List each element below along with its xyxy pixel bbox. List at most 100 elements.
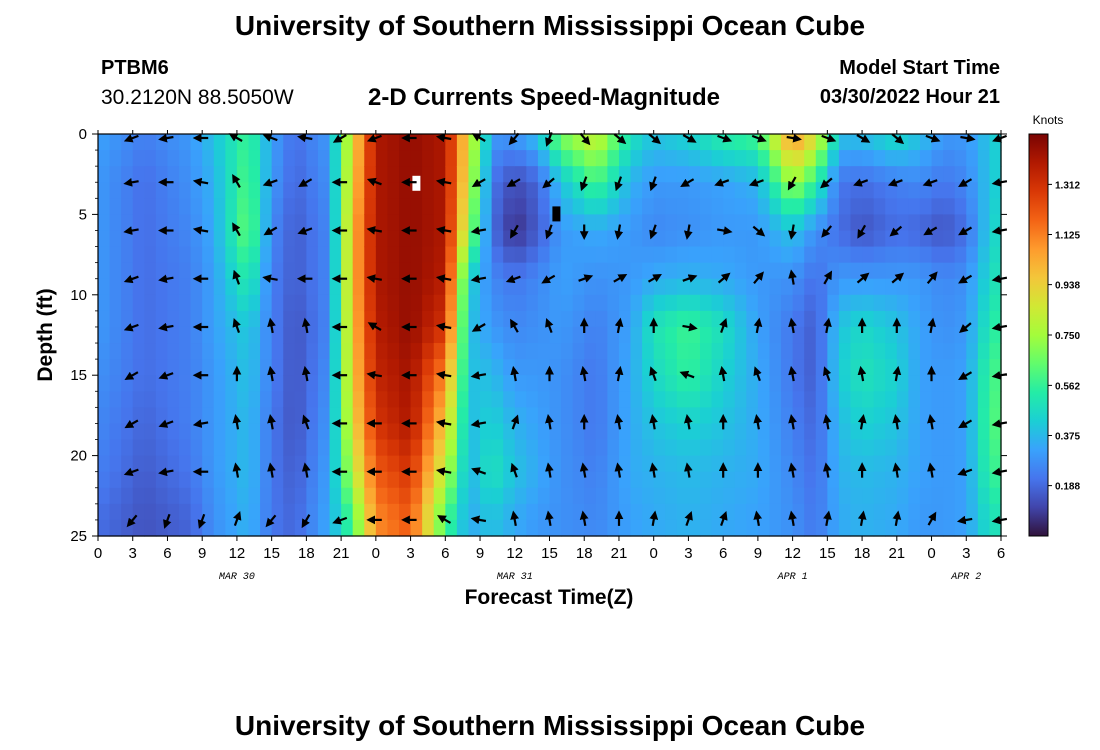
heatmap-cell xyxy=(873,278,886,296)
heatmap-cell xyxy=(653,503,666,521)
current-vector xyxy=(301,317,311,334)
heatmap-cell xyxy=(838,455,852,473)
heatmap-cell xyxy=(665,310,678,328)
heatmap-cell xyxy=(445,455,458,473)
heatmap-cell xyxy=(155,230,169,248)
heatmap-cell xyxy=(433,326,446,344)
heatmap-cell xyxy=(364,182,377,199)
y-axis-title: Depth (ft) xyxy=(34,288,57,381)
heatmap-cell xyxy=(317,391,331,408)
current-vector xyxy=(301,365,311,382)
heatmap-cell xyxy=(410,326,423,344)
heatmap-cell xyxy=(433,294,446,312)
heatmap-cell xyxy=(595,294,608,312)
heatmap-cell xyxy=(896,198,909,215)
heatmap-cell xyxy=(989,150,1002,167)
heatmap-cell xyxy=(827,423,840,441)
heatmap-cell xyxy=(179,134,192,151)
heatmap-cell xyxy=(294,246,307,264)
heatmap-cell xyxy=(306,134,319,151)
heatmap-cell xyxy=(98,310,111,328)
heatmap-cell xyxy=(294,278,307,296)
heatmap-cell xyxy=(827,326,840,344)
current-vector xyxy=(366,370,382,380)
colorbar-tick-label: 1.312 xyxy=(1055,180,1080,191)
heatmap-cell xyxy=(896,439,909,457)
current-vector xyxy=(682,322,698,332)
heatmap-cell xyxy=(885,471,898,489)
heatmap-cell xyxy=(954,294,967,312)
heatmap-cell xyxy=(815,182,828,199)
heatmap-cell xyxy=(862,246,875,264)
heatmap-cell xyxy=(711,150,724,167)
heatmap-cell xyxy=(248,230,261,248)
current-vector xyxy=(960,133,976,143)
heatmap-cell xyxy=(873,182,886,199)
heatmap-cell xyxy=(700,343,713,360)
heatmap-cell xyxy=(375,343,389,360)
heatmap-cell xyxy=(294,214,307,232)
heatmap-cell xyxy=(179,262,192,280)
heatmap-cell xyxy=(537,294,551,312)
heatmap-cell xyxy=(584,375,597,392)
heatmap-cell xyxy=(908,182,921,199)
heatmap-cell xyxy=(167,198,180,215)
current-vector xyxy=(788,462,797,478)
heatmap-cell xyxy=(341,150,354,167)
heatmap-cell xyxy=(121,150,134,167)
heatmap-cell xyxy=(121,182,134,199)
heatmap-cell xyxy=(364,375,377,392)
current-vector xyxy=(435,177,452,187)
heatmap-cell xyxy=(375,439,389,457)
heatmap-cell xyxy=(804,230,817,248)
heatmap-cell xyxy=(561,391,574,408)
heatmap-cell xyxy=(607,150,620,167)
heatmap-cell xyxy=(919,503,933,521)
heatmap-cell xyxy=(503,391,516,408)
current-vector xyxy=(332,516,348,525)
heatmap-cell xyxy=(977,150,991,167)
heatmap-cell xyxy=(445,310,458,328)
heatmap-cell xyxy=(526,439,539,457)
heatmap-cell xyxy=(804,471,817,489)
heatmap-cell xyxy=(422,134,435,151)
heatmap-cell xyxy=(653,359,666,376)
heatmap-cell xyxy=(144,198,157,215)
heatmap-cell xyxy=(480,214,493,232)
heatmap-cell xyxy=(329,471,342,489)
heatmap-cell xyxy=(213,278,226,296)
current-vector xyxy=(123,467,139,477)
heatmap-cell xyxy=(804,166,817,183)
heatmap-cell xyxy=(850,471,863,489)
heatmap-cell xyxy=(132,198,145,215)
heatmap-cell xyxy=(815,214,828,232)
heatmap-cell xyxy=(618,439,632,457)
heatmap-cell xyxy=(977,375,991,392)
current-vector xyxy=(435,467,452,476)
heatmap-cell xyxy=(248,503,261,521)
heatmap-cell xyxy=(294,375,307,392)
heatmap-cell xyxy=(642,262,655,280)
heatmap-cell xyxy=(225,246,238,264)
heatmap-cell xyxy=(260,150,273,167)
heatmap-cell xyxy=(827,519,840,537)
heatmap-cell xyxy=(132,519,145,537)
heatmap-cell xyxy=(966,359,979,376)
heatmap-cell xyxy=(896,471,909,489)
current-vector xyxy=(751,134,767,143)
heatmap-cell xyxy=(954,343,967,360)
heatmap-cell xyxy=(387,359,400,376)
heatmap-cell xyxy=(919,198,933,215)
current-vector xyxy=(267,462,276,478)
heatmap-cell xyxy=(456,326,470,344)
heatmap-cell xyxy=(109,230,122,248)
current-vector xyxy=(366,225,382,235)
heatmap-cell xyxy=(723,230,736,248)
heatmap-cell xyxy=(364,230,377,248)
heatmap-cell xyxy=(491,407,504,425)
heatmap-cell xyxy=(445,503,458,521)
heatmap-cell xyxy=(132,471,145,489)
x-tick-label: 0 xyxy=(927,545,935,562)
heatmap-cell xyxy=(399,375,412,392)
heatmap-cell xyxy=(885,166,898,183)
